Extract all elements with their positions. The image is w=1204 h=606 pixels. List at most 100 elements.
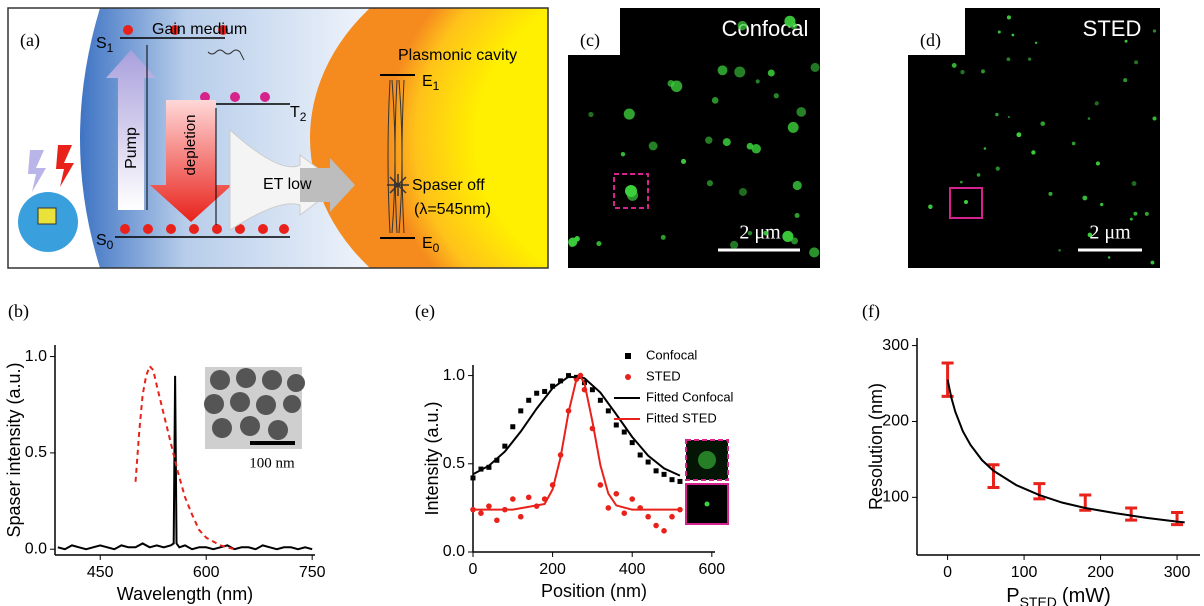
data-point [613, 491, 619, 497]
fluorescent-spot [1134, 60, 1138, 64]
panel-label: (f) [862, 301, 880, 322]
symbol: T [290, 104, 300, 121]
x-tick-label: 100 [1011, 564, 1038, 581]
data-point [662, 472, 667, 477]
x-axis-label-sub: STED [1020, 594, 1057, 606]
fluorescent-spot [1088, 117, 1091, 120]
y-tick-label: 0.0 [25, 540, 47, 557]
fluorescent-spot [739, 188, 747, 196]
data-point [661, 528, 667, 534]
fluorescent-spot [1028, 57, 1031, 60]
data-point [614, 422, 619, 427]
diagram-label: Plasmonic cavity [398, 47, 517, 64]
x-axis-label: PSTED(mW) [1006, 585, 1111, 606]
fluorescent-spot [995, 113, 998, 116]
fluorescent-spot [1095, 101, 1099, 105]
data-point [630, 440, 635, 445]
legend-label: Fitted Confocal [646, 389, 734, 404]
data-point [510, 496, 516, 502]
data-point [653, 523, 659, 529]
fluorescent-spot [625, 185, 637, 197]
data-point [518, 408, 523, 413]
symbol: E [422, 73, 433, 90]
fluorescent-spot [712, 97, 719, 104]
fluorescent-spot [621, 152, 625, 156]
inset-psf [686, 440, 728, 524]
data-point [670, 477, 675, 482]
diagram-label: (λ=545nm) [414, 201, 491, 218]
diagram-label: ET low [263, 176, 312, 193]
data-point [606, 408, 611, 413]
fluorescent-spot [756, 79, 760, 83]
x-tick-label: 750 [299, 564, 326, 581]
fluorescent-spot [1096, 161, 1100, 165]
fluorescent-spot [1132, 181, 1137, 186]
data-point [654, 468, 659, 473]
x-axis-label: Wavelength (nm) [117, 584, 253, 604]
fluorescent-spot [960, 181, 963, 184]
panel-label: (c) [580, 30, 600, 51]
x-tick-label: 400 [619, 561, 646, 578]
y-tick-label: 200 [882, 413, 909, 430]
panel-label: (b) [8, 301, 29, 322]
fluorescent-spot [723, 138, 731, 146]
inset-tem [204, 367, 305, 449]
fluorescent-spot [768, 69, 775, 76]
fluorescent-spot [763, 231, 768, 236]
fluorescent-spot [1125, 40, 1128, 43]
figure: (a) Gain medium S1 T2 Plasmonic cavity E… [0, 0, 1204, 606]
fluorescent-spot [1153, 116, 1157, 120]
image-title: STED [1083, 16, 1142, 41]
fluorescent-spot [718, 65, 728, 75]
panel-c: (c) Confocal 2 μm [568, 8, 820, 268]
fluorescent-spot [574, 236, 580, 242]
fluorescent-spot [1048, 192, 1052, 196]
symbol: E [422, 235, 433, 252]
data-point [645, 514, 651, 520]
fluorescent-spot [795, 213, 800, 218]
x-tick-label: 0 [943, 564, 952, 581]
fluorescent-spot [793, 181, 802, 190]
x-axis-label-unit: (mW) [1062, 585, 1111, 606]
fluorescent-spot [928, 205, 932, 209]
fluorescent-spot [588, 112, 593, 117]
panel-d: (d) STED 2 μm [908, 8, 1160, 268]
fluorescent-spot [1088, 233, 1093, 238]
fluorescent-spot [730, 241, 738, 249]
diagram-label: Gain medium [152, 21, 247, 38]
data-point [526, 495, 532, 501]
data-point [526, 398, 531, 403]
data-point [486, 503, 492, 509]
fluorescent-spot [1007, 57, 1011, 61]
data-point [478, 510, 484, 516]
data-point [518, 514, 524, 520]
legend-marker [625, 353, 631, 359]
y-axis-label: Spaser intensity (a.u.) [4, 362, 24, 537]
x-tick-label: 0 [469, 561, 478, 578]
fluorescent-spot [738, 21, 747, 30]
fluorescent-spot [734, 66, 745, 77]
panel-label: (d) [920, 30, 941, 51]
data-point [494, 517, 500, 523]
subscript: 1 [107, 41, 114, 55]
fluorescent-spot [681, 159, 686, 164]
fluorescent-spot [788, 122, 799, 133]
x-tick-label: 200 [1087, 564, 1114, 581]
fluorescent-spot [796, 107, 806, 117]
panel-label: (a) [20, 30, 40, 51]
fluorescent-spot [1008, 116, 1010, 118]
microscopy-image [568, 8, 820, 268]
fluorescent-spot [1012, 34, 1015, 37]
subscript: 0 [433, 241, 440, 255]
psf-spot [705, 502, 710, 507]
data-point [638, 452, 643, 457]
symbol: S [96, 35, 107, 52]
x-tick-label: 600 [698, 561, 725, 578]
fluorescent-spot [1100, 203, 1103, 206]
data-point [669, 514, 675, 520]
fluorescent-spot [782, 231, 793, 242]
y-tick-label: 100 [882, 489, 909, 506]
fluorescent-spot [596, 241, 601, 246]
diagram-label: depletion [182, 115, 199, 176]
data-point [677, 479, 682, 484]
